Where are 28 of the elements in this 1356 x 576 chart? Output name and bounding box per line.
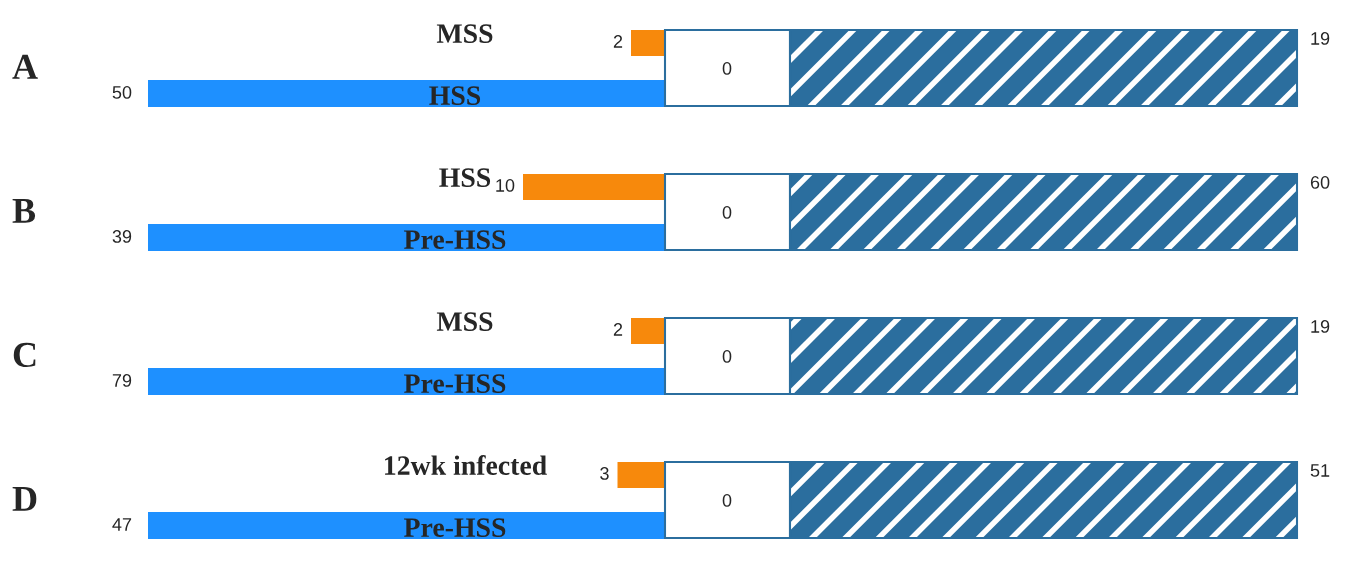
text: 19 [1311, 320, 1330, 333]
text: 51 [1310, 464, 1330, 477]
category-label: HSS [429, 86, 481, 105]
data-label: 50 [112, 86, 132, 99]
data-label: 10 [496, 179, 515, 192]
category-label: MSS [436, 312, 493, 331]
data-label: 2 [613, 323, 623, 336]
category-label: Pre-HSS [404, 518, 506, 537]
category-label: HSS [439, 168, 491, 187]
category-label: MSS [436, 24, 493, 43]
text: 0 [722, 350, 732, 363]
category-label: 12wk infected [385, 455, 547, 475]
data-label: 39 [112, 230, 132, 243]
text: 19 [1311, 32, 1330, 45]
text: A [12, 54, 38, 79]
text: 60 [1310, 176, 1330, 189]
text: C [13, 342, 36, 368]
text: 0 [722, 494, 732, 507]
category-label: Pre-HSS [404, 374, 506, 393]
data-label: 79 [112, 374, 132, 387]
text: 0 [722, 206, 732, 219]
data-label: 3 [600, 467, 609, 480]
text: B [12, 199, 36, 223]
data-label: 47 [112, 518, 132, 531]
category-label: Pre-HSS [404, 230, 506, 249]
data-label: 2 [613, 35, 623, 48]
text: 0 [722, 62, 732, 75]
text: D [12, 487, 37, 511]
